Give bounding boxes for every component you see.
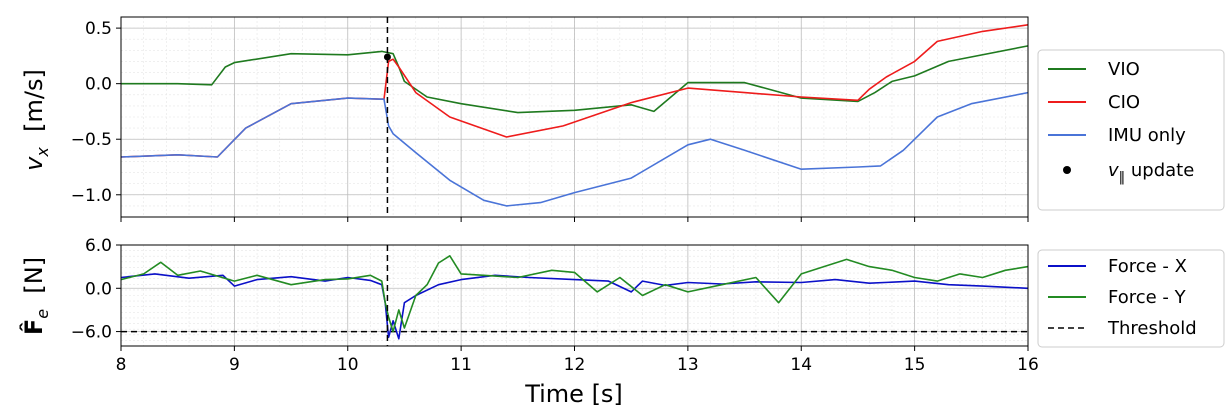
x-tick-label: 13 [677,355,699,375]
y-tick-label: 6.0 [85,236,112,256]
velocity-series [120,24,1029,207]
velocity-grid [120,16,1029,218]
series-line-force-y [120,255,1029,333]
force-panel: 6.0 0.0 −6.0 8 9 10 11 12 13 14 15 16 F̂e [N] Time… [20,236,1039,408]
x-tick-label: 10 [337,355,359,375]
velocity-x-ticks [120,217,1029,222]
legend-label-force-y: Force - Y [1108,287,1187,308]
y-tick-label: −6.0 [71,323,112,343]
series-line-vio [121,45,1029,114]
legend-label-force-x: Force - X [1108,256,1187,277]
force-y-axis-label: F̂e [N] [20,257,52,335]
velocity-panel: 0.5 0.0 −0.5 −1.0 vx [m/s] [20,16,1029,222]
x-tick-label: 12 [564,355,586,375]
y-tick-label: −1.0 [71,186,112,206]
force-legend-box [1037,249,1225,348]
legend-label-cio: CIO [1108,92,1140,113]
legend-swatch-update [1063,166,1071,174]
x-tick-label: 9 [229,355,240,375]
series-line-imu-only [120,91,1029,207]
velocity-legend-box [1037,49,1225,211]
x-tick-label: 8 [116,355,127,375]
x-tick-label: 11 [450,355,472,375]
force-x-axis-label: Time [s] [524,380,623,408]
x-tick-label: 16 [1017,355,1039,375]
force-x-ticks: 8 9 10 11 12 13 14 15 16 [116,346,1039,375]
force-y-ticks: 6.0 0.0 −6.0 [71,236,121,343]
x-tick-label: 14 [790,355,812,375]
velocity-y-axis-label: vx [m/s] [20,69,52,171]
velocity-y-ticks: 0.5 0.0 −0.5 −1.0 [71,19,121,206]
legend-label-threshold: Threshold [1107,318,1197,339]
y-tick-label: −0.5 [71,130,112,150]
legend-label-update: v‖ update [1108,160,1194,185]
y-tick-label: 0.0 [85,75,112,95]
force-series [120,255,1029,340]
velocity-legend: VIO CIO IMU only v‖ update [1037,49,1225,211]
series-line-force-x [120,273,1029,340]
y-tick-label: 0.5 [85,19,112,39]
x-tick-label: 15 [904,355,926,375]
force-legend: Force - X Force - Y Threshold [1037,249,1225,348]
legend-label-imu: IMU only [1108,125,1186,146]
y-tick-label: 0.0 [85,279,112,299]
legend-label-vio: VIO [1108,59,1140,80]
